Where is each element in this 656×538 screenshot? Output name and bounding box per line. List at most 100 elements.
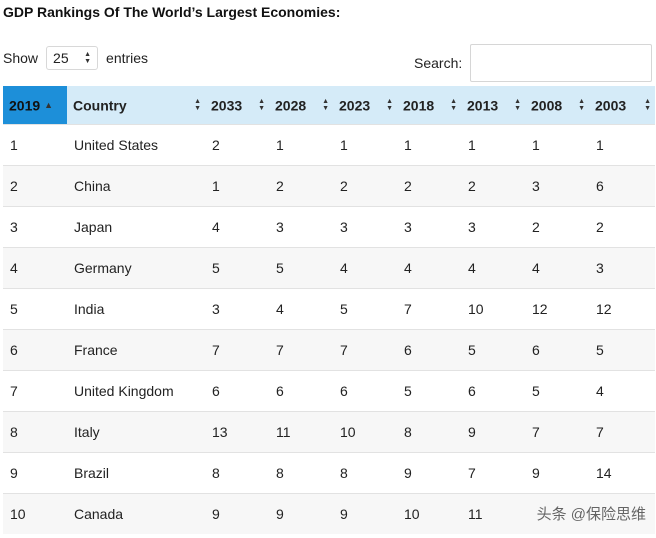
table-cell-2013: 4 [461,246,525,288]
table-cell-2003: 3 [589,246,655,288]
table-cell-2003: 14 [589,451,655,493]
entries-length-control: Show 25 ▲ ▼ entries [3,46,148,70]
table-cell-2023: 6 [333,369,397,411]
column-header-label: 2019 [9,97,41,114]
column-header-2003[interactable]: 2003 ▲ ▼ [589,86,655,124]
sort-both-icon: ▲ ▼ [194,97,201,112]
search-input[interactable] [470,44,652,82]
table-cell-country: India [67,287,205,329]
table-cell-2023: 3 [333,205,397,247]
table-cell-country: France [67,328,205,370]
show-label: Show [3,50,39,66]
table-cell-2028: 6 [269,369,333,411]
page-title: GDP Rankings Of The World’s Largest Econ… [3,4,341,20]
table-cell-2033: 4 [205,205,269,247]
table-row: 1 United States 2 1 1 1 1 1 1 [3,123,655,165]
column-header-2018[interactable]: 2018 ▲ ▼ [397,86,461,124]
column-header-label: 2033 [211,97,243,114]
table-body: 1 United States 2 1 1 1 1 1 1 2 China 1 2 2 2 2 3 6 3 Japan… [3,123,655,534]
column-header-label: 2018 [403,97,435,114]
sort-ascending-icon: ▲ [44,99,54,110]
table-cell-2018: 5 [397,369,461,411]
table-cell-2019: 1 [3,123,67,165]
table-cell-2008: 9 [525,451,589,493]
column-header-label: 2008 [531,97,563,114]
table-cell-2013: 3 [461,205,525,247]
table-cell-2028: 2 [269,164,333,206]
table-cell-2008 [525,492,589,534]
column-header-2028[interactable]: 2028 ▲ ▼ [269,86,333,124]
table-cell-2008: 1 [525,123,589,165]
table-row: 8 Italy 13 11 10 8 9 7 7 [3,410,655,452]
table-cell-2033: 9 [205,492,269,534]
table-cell-2018: 10 [397,492,461,534]
table-cell-2028: 3 [269,205,333,247]
table-row: 2 China 1 2 2 2 2 3 6 [3,164,655,206]
sort-both-icon: ▲ ▼ [386,97,393,112]
table-cell-2008: 3 [525,164,589,206]
table-cell-2003: 7 [589,410,655,452]
sort-both-icon: ▲ ▼ [450,97,457,112]
table-cell-2013: 7 [461,451,525,493]
table-cell-2003: 1 [589,123,655,165]
sort-both-icon: ▲ ▼ [644,97,651,112]
column-header-2008[interactable]: 2008 ▲ ▼ [525,86,589,124]
sort-both-icon: ▲ ▼ [578,97,585,112]
table-cell-2028: 11 [269,410,333,452]
table-cell-2003: 6 [589,164,655,206]
table-cell-2019: 7 [3,369,67,411]
column-header-2019[interactable]: 2019 ▲ [3,86,67,124]
column-header-2023[interactable]: 2023 ▲ ▼ [333,86,397,124]
table-cell-2008: 5 [525,369,589,411]
table-cell-2018: 2 [397,164,461,206]
table-cell-2018: 1 [397,123,461,165]
table-cell-2033: 8 [205,451,269,493]
table-cell-2013: 5 [461,328,525,370]
table-cell-2019: 3 [3,205,67,247]
table-cell-country: United States [67,123,205,165]
table-cell-2018: 7 [397,287,461,329]
table-row: 10 Canada 9 9 9 10 11 [3,492,655,534]
table-header-row: 2019 ▲ Country ▲ ▼ 2033 ▲ ▼ 2028 ▲ ▼ 2023 ▲ ▼ 2018 ▲ ▼ 20… [3,86,655,124]
table-row: 6 France 7 7 7 6 5 6 5 [3,328,655,370]
table-cell-country: China [67,164,205,206]
table-cell-2028: 8 [269,451,333,493]
column-header-country[interactable]: Country ▲ ▼ [67,86,205,124]
select-arrows-icon: ▲ ▼ [84,51,92,65]
watermark: 头条 @保险思维 [536,506,646,523]
table-cell-2023: 10 [333,410,397,452]
table-row: 4 Germany 5 5 4 4 4 4 3 [3,246,655,288]
table-cell-2033: 7 [205,328,269,370]
sort-both-icon: ▲ ▼ [322,97,329,112]
entries-per-page-select[interactable]: 25 ▲ ▼ [46,46,99,70]
column-header-label: 2023 [339,97,371,114]
table-cell-2023: 4 [333,246,397,288]
table-cell-2033: 5 [205,246,269,288]
table-cell-2033: 3 [205,287,269,329]
table-cell-2008: 12 [525,287,589,329]
table-cell-2033: 2 [205,123,269,165]
table-cell-country: Japan [67,205,205,247]
table-cell-2019: 8 [3,410,67,452]
table-cell-2013: 11 [461,492,525,534]
sort-both-icon: ▲ ▼ [514,97,521,112]
table-cell-country: Italy [67,410,205,452]
table-cell-2018: 4 [397,246,461,288]
table-cell-2023: 2 [333,164,397,206]
column-header-2033[interactable]: 2033 ▲ ▼ [205,86,269,124]
gdp-rankings-table: 2019 ▲ Country ▲ ▼ 2033 ▲ ▼ 2028 ▲ ▼ 2023 ▲ ▼ 2018 ▲ ▼ 20… [3,86,655,534]
table-cell-2033: 13 [205,410,269,452]
column-header-2013[interactable]: 2013 ▲ ▼ [461,86,525,124]
table-cell-2003: 12 [589,287,655,329]
table-cell-2028: 5 [269,246,333,288]
table-row: 9 Brazil 8 8 8 9 7 9 14 [3,451,655,493]
table-cell-2019: 5 [3,287,67,329]
table-cell-2033: 1 [205,164,269,206]
table-cell-2018: 9 [397,451,461,493]
table-cell-2023: 8 [333,451,397,493]
column-header-label: 2013 [467,97,499,114]
table-cell-2028: 9 [269,492,333,534]
table-cell-2013: 1 [461,123,525,165]
table-cell-country: United Kingdom [67,369,205,411]
table-cell-2019: 6 [3,328,67,370]
